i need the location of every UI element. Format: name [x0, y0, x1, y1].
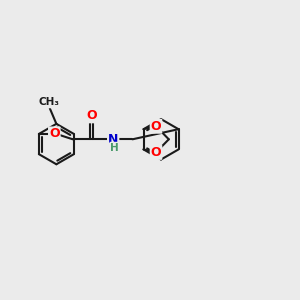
Text: O: O	[151, 120, 161, 133]
Text: H: H	[110, 142, 119, 153]
Text: N: N	[108, 133, 119, 146]
Text: O: O	[49, 128, 60, 140]
Text: O: O	[86, 109, 97, 122]
Text: O: O	[151, 146, 161, 159]
Text: CH₃: CH₃	[38, 98, 59, 107]
